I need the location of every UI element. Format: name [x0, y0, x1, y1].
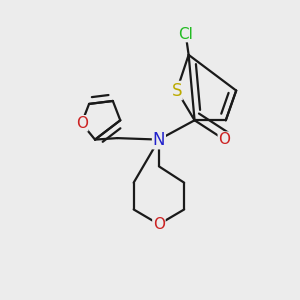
Text: O: O: [153, 217, 165, 232]
Text: S: S: [172, 82, 182, 100]
Text: Cl: Cl: [178, 27, 193, 42]
Text: O: O: [76, 116, 88, 131]
Text: N: N: [153, 130, 165, 148]
Text: O: O: [218, 132, 230, 147]
